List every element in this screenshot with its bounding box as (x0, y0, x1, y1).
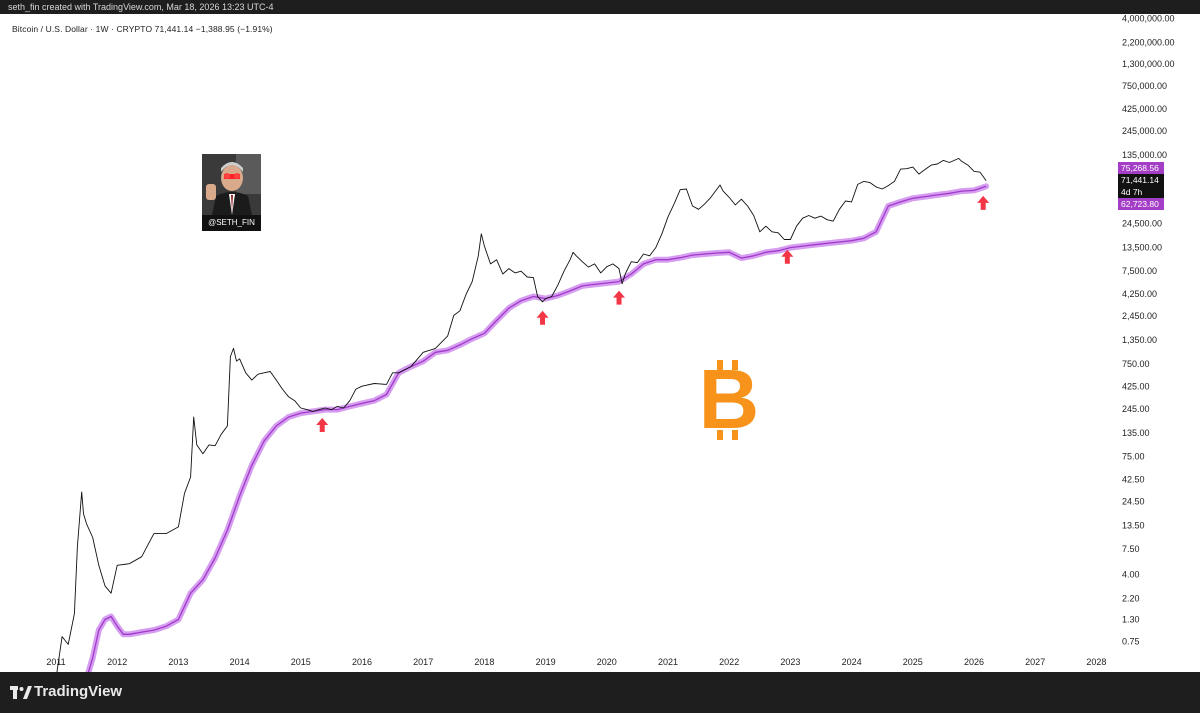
x-tick-label: 2013 (168, 657, 188, 667)
x-tick-label: 2017 (413, 657, 433, 667)
x-tick-label: 2011 (46, 657, 65, 667)
creator-credit: seth_fin created with TradingView.com, M… (8, 2, 274, 12)
plot-area (56, 157, 990, 672)
avatar-portrait-icon (202, 154, 261, 215)
x-tick-label: 2022 (719, 657, 739, 667)
y-tick-label: 4,250.00 (1122, 289, 1157, 299)
upper-band-tag: 75,268.56 (1118, 162, 1164, 174)
x-tick-label: 2025 (903, 657, 923, 667)
y-tick-label: 4.00 (1122, 569, 1140, 579)
y-tick-label: 2,450.00 (1122, 311, 1157, 321)
lower-band-tag: 62,723.80 (1118, 198, 1164, 210)
x-tick-label: 2021 (658, 657, 678, 667)
x-tick-label: 2019 (536, 657, 556, 667)
symbol-info: Bitcoin / U.S. Dollar · 1W · CRYPTO 71,4… (12, 24, 273, 34)
band-center-line (87, 185, 987, 672)
x-tick-label: 2012 (107, 657, 127, 667)
avatar-caption: @SETH_FIN (202, 215, 261, 231)
arrow-up-icon (316, 417, 329, 432)
y-tick-label: 245.00 (1122, 404, 1150, 414)
current-price-tag: 71,441.14 (1118, 174, 1164, 186)
footer-bar: TradingView (0, 672, 1200, 713)
arrow-up-icon (613, 290, 626, 305)
y-tick-label: 75.00 (1122, 451, 1145, 461)
x-tick-label: 2014 (230, 657, 250, 667)
y-tick-label: 2,200,000.00 (1122, 38, 1175, 48)
price-chart[interactable]: 2011 2012 2013 2014 2015 2016 2017 2018 2019 2020… (0, 14, 1200, 672)
y-tick-label: 7.50 (1122, 544, 1140, 554)
y-tick-label: 42.50 (1122, 474, 1145, 484)
x-tick-label: 2015 (291, 657, 311, 667)
arrow-up-icon (977, 195, 990, 210)
price-tags: 75,268.56 71,441.14 4d 7h 62,723.80 (1118, 162, 1164, 210)
bitcoin-logo-icon: B (699, 352, 760, 446)
chart-panel[interactable]: 2011 2012 2013 2014 2015 2016 2017 2018 2019 2020… (0, 14, 1200, 672)
y-tick-label: 4,000,000.00 (1122, 14, 1175, 24)
y-tick-label: 750.00 (1122, 359, 1150, 369)
x-tick-label: 2027 (1025, 657, 1045, 667)
y-tick-label: 2.20 (1122, 593, 1140, 603)
arrow-up-icon (536, 310, 549, 325)
price-line (56, 157, 987, 672)
y-tick-label: 245,000.00 (1122, 126, 1167, 136)
tradingview-logo-icon (10, 686, 32, 699)
y-tick-label: 1,350.00 (1122, 335, 1157, 345)
y-tick-label: 1,300,000.00 (1122, 59, 1175, 69)
y-tick-label: 24,500.00 (1122, 219, 1162, 229)
y-tick-label: 135,000.00 (1122, 150, 1167, 160)
y-tick-label: 1.30 (1122, 614, 1140, 624)
annotations (316, 195, 990, 432)
tradingview-brand: TradingView (34, 683, 123, 700)
y-tick-label: 135.00 (1122, 428, 1150, 438)
y-axis: 4,000,000.00 2,200,000.00 1,300,000.00 750,… (1122, 14, 1175, 647)
top-bar: seth_fin created with TradingView.com, M… (0, 0, 1200, 14)
x-tick-label: 2016 (352, 657, 372, 667)
band-fill-line (85, 183, 990, 672)
arrow-up-icon (781, 249, 794, 264)
svg-text:B: B (699, 352, 760, 446)
author-avatar: @SETH_FIN (202, 154, 261, 231)
x-tick-label: 2028 (1086, 657, 1106, 667)
y-tick-label: 13,500.00 (1122, 243, 1162, 253)
x-tick-label: 2020 (597, 657, 617, 667)
y-tick-label: 425.00 (1122, 382, 1150, 392)
x-tick-label: 2024 (842, 657, 862, 667)
x-tick-label: 2023 (780, 657, 800, 667)
y-tick-label: 0.75 (1122, 637, 1140, 647)
y-tick-label: 13.50 (1122, 520, 1145, 530)
x-tick-label: 2026 (964, 657, 984, 667)
bar-countdown-tag: 4d 7h (1118, 186, 1164, 198)
y-tick-label: 7,500.00 (1122, 266, 1157, 276)
x-tick-label: 2018 (474, 657, 494, 667)
y-tick-label: 750,000.00 (1122, 81, 1167, 91)
y-tick-label: 425,000.00 (1122, 104, 1167, 114)
x-axis: 2011 2012 2013 2014 2015 2016 2017 2018 2019 2020… (46, 657, 1106, 667)
y-tick-label: 24.50 (1122, 496, 1145, 506)
